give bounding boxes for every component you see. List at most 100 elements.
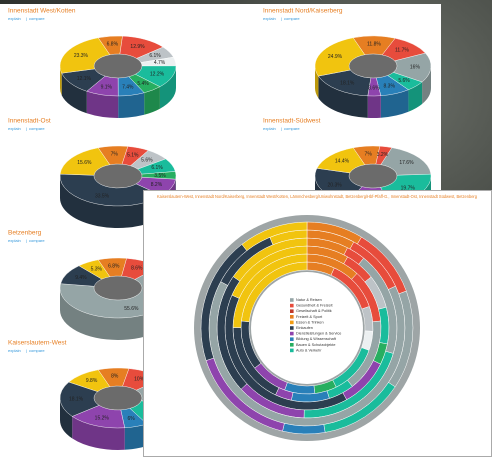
slice-side bbox=[315, 66, 319, 99]
slice-label: 11.8% bbox=[367, 41, 381, 47]
slice-label: 6.1% bbox=[151, 165, 163, 171]
legend-swatch bbox=[290, 309, 294, 313]
legend-disc bbox=[251, 272, 363, 384]
compare-link[interactable]: compare bbox=[29, 16, 45, 21]
legend-label: Bildung & Wissenschaft bbox=[296, 337, 337, 341]
slice-label: 8.3% bbox=[384, 84, 396, 90]
legend-swatch bbox=[290, 331, 294, 336]
slice-label: 55.6% bbox=[124, 306, 139, 312]
slice-label: 6% bbox=[128, 416, 136, 422]
slice-label: 23.3% bbox=[74, 53, 89, 59]
slice-side bbox=[72, 416, 125, 450]
explain-link[interactable]: explain bbox=[8, 238, 21, 243]
compare-link[interactable]: compare bbox=[29, 238, 45, 243]
slice-side bbox=[422, 66, 431, 104]
slice-label: 19.7% bbox=[401, 186, 416, 192]
slice-label: 7.4% bbox=[122, 85, 134, 91]
slice-label: 24.9% bbox=[328, 54, 343, 60]
link-separator: | bbox=[26, 126, 27, 131]
slice-label: 9.4% bbox=[75, 275, 87, 281]
slice-label: 9.1% bbox=[101, 84, 113, 90]
legend-label: Bauen & Schutzobjekte bbox=[296, 343, 335, 347]
slice-label: 18.1% bbox=[340, 81, 355, 87]
legend-swatch bbox=[290, 337, 294, 341]
slice-label: 3.5% bbox=[154, 173, 166, 179]
slice-label: 10% bbox=[134, 376, 145, 382]
slice-label: 8.2% bbox=[151, 182, 163, 188]
slice-label: 9.8% bbox=[86, 378, 98, 384]
legend-label: Auto & Verkehr bbox=[296, 348, 322, 352]
slice bbox=[68, 369, 111, 392]
explain-link[interactable]: explain bbox=[8, 16, 21, 21]
slice-label: 8% bbox=[111, 373, 119, 379]
slice-label: 33.5% bbox=[95, 194, 110, 200]
slice-label: 8.6% bbox=[131, 266, 143, 272]
slice-label: 16% bbox=[410, 65, 421, 71]
slice-label: 6.8% bbox=[107, 42, 119, 48]
slice-label: 12.9% bbox=[130, 44, 145, 50]
link-separator: | bbox=[281, 126, 282, 131]
slice-label: 7% bbox=[365, 151, 373, 157]
legend-swatch bbox=[290, 320, 294, 325]
slice-label: 5.6% bbox=[398, 78, 410, 84]
slice bbox=[59, 147, 111, 176]
compare-link[interactable]: compare bbox=[29, 126, 45, 131]
link-separator: | bbox=[281, 16, 282, 21]
slice-label: 14.4% bbox=[335, 158, 350, 164]
slice-label: 17.6% bbox=[399, 160, 414, 166]
chart-title: Innenstadt Nord/Kaiserberg bbox=[263, 8, 343, 15]
chart-title: Innenstadt West/Kotten bbox=[8, 8, 76, 15]
slice-label: 5.3% bbox=[91, 266, 103, 272]
legend-label: Natur & Reisen bbox=[296, 298, 322, 302]
legend-label: Dienstleistungen & Service bbox=[296, 332, 341, 336]
slice-side bbox=[408, 81, 423, 112]
compare-link[interactable]: compare bbox=[284, 126, 300, 131]
slice-label: 6.1% bbox=[149, 53, 161, 59]
compare-link[interactable]: compare bbox=[29, 348, 45, 353]
legend-label: Gesundheit & Freizeit bbox=[296, 304, 333, 308]
slice-label: 5.1% bbox=[127, 153, 139, 159]
legend-label: Freizeit & Sport bbox=[296, 315, 323, 319]
explain-link[interactable]: explain bbox=[8, 348, 21, 353]
legend-swatch bbox=[290, 315, 294, 319]
slice-label: 11.7% bbox=[395, 47, 409, 53]
chart-title: Kaiserslautern-West bbox=[8, 340, 67, 347]
donut-hole bbox=[94, 386, 142, 410]
donut-3d: 6.8% 12.9% 6.1%4.7% 12.2%5.4%7.4% 9.1% 12.1% 2… bbox=[59, 35, 177, 118]
slice-side bbox=[159, 66, 176, 109]
legend-swatch bbox=[290, 343, 294, 347]
slice-side bbox=[124, 424, 147, 450]
link-separator: | bbox=[26, 16, 27, 21]
slice-label: 7% bbox=[111, 151, 119, 157]
slice-side bbox=[144, 86, 160, 115]
donut-3d: 11.8% 11.7% 16% 5.6%8.3% 3.6% 18.1% 24.9% bbox=[314, 35, 432, 118]
slice-label: 15.2% bbox=[95, 416, 110, 422]
slice-side bbox=[60, 398, 73, 439]
donut-hole bbox=[94, 54, 142, 78]
explain-link[interactable]: explain bbox=[263, 126, 276, 131]
slice-label: 6.8% bbox=[108, 263, 120, 269]
explain-link[interactable]: explain bbox=[263, 16, 276, 21]
slice-label: 18.1% bbox=[69, 396, 84, 402]
donut-hole bbox=[349, 54, 397, 78]
legend-swatch bbox=[290, 303, 294, 308]
slice-side bbox=[118, 92, 145, 118]
slice-side bbox=[60, 66, 62, 96]
slice-side bbox=[61, 73, 87, 114]
explain-link[interactable]: explain bbox=[8, 126, 21, 131]
slice-label: 20.3% bbox=[328, 182, 343, 188]
link-separator: | bbox=[26, 348, 27, 353]
slice-side bbox=[86, 91, 119, 118]
legend-swatch bbox=[290, 326, 294, 330]
link-separator: | bbox=[26, 238, 27, 243]
compare-link[interactable]: compare bbox=[284, 16, 300, 21]
slice-side bbox=[367, 95, 381, 118]
slice bbox=[314, 37, 366, 77]
donut-3d: 7% 5.1%5.6% 6.1% 3.5% 8.2% 33.5% 15.6% bbox=[59, 145, 177, 228]
donut-hole bbox=[349, 164, 397, 188]
legend-swatch bbox=[290, 348, 294, 353]
slice-label: 5.6% bbox=[141, 157, 153, 163]
slice-label: 12.2% bbox=[150, 71, 165, 77]
slice bbox=[59, 173, 163, 207]
